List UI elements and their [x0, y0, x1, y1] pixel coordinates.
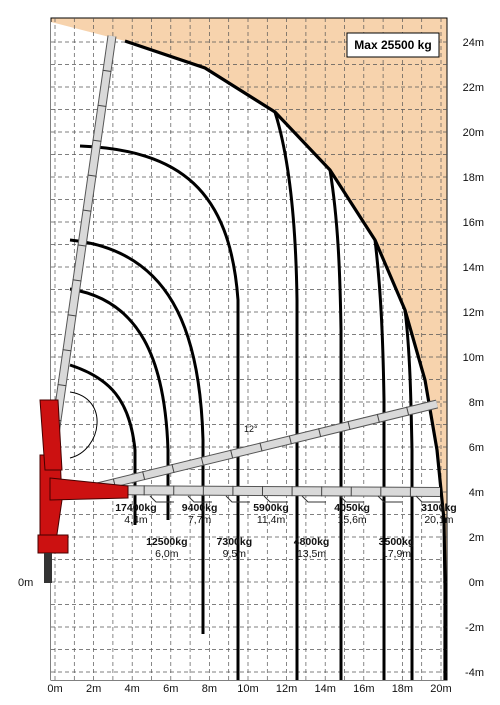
crane-base	[38, 535, 68, 553]
y-tick-label: 6m	[469, 442, 484, 454]
load-label: 4050kg	[334, 502, 370, 514]
crane-pedestal	[44, 553, 52, 583]
reach-label: 9,5m	[223, 548, 247, 560]
reach-label: 13,5m	[297, 548, 326, 560]
angle-label: 12°	[244, 424, 258, 434]
reach-label: 6,0m	[155, 548, 179, 560]
y-tick-label: 16m	[463, 217, 484, 229]
reach-label: 15,6m	[337, 514, 366, 526]
y-tick-label: 20m	[463, 127, 484, 139]
left-zero-label: 0m	[18, 577, 33, 589]
load-label: 5900kg	[253, 502, 289, 514]
y-tick-label: 10m	[463, 352, 484, 364]
load-label: 7300kg	[217, 536, 253, 548]
y-tick-label: 4m	[469, 487, 484, 499]
x-tick-label: 4m	[125, 683, 140, 695]
x-tick-label: 18m	[392, 683, 413, 695]
x-tick-label: 10m	[237, 683, 258, 695]
load-label: 3500kg	[379, 536, 415, 548]
y-tick-label: -4m	[465, 667, 484, 679]
y-tick-label: 0m	[469, 577, 484, 589]
reach-label: 7,7m	[188, 514, 212, 526]
x-tick-label: 0m	[47, 683, 62, 695]
x-tick-label: 6m	[163, 683, 178, 695]
reach-label: 11,4m	[257, 514, 286, 526]
x-tick-label: 20m	[430, 683, 451, 695]
chart-title: Max 25500 kg	[354, 38, 431, 52]
y-tick-label: 12m	[463, 307, 484, 319]
x-tick-label: 2m	[86, 683, 101, 695]
load-label: 12500kg	[146, 536, 187, 548]
reach-label: 17,9m	[382, 548, 411, 560]
load-label: 17400kg	[115, 502, 156, 514]
load-label: 3100kg	[421, 502, 457, 514]
x-tick-label: 8m	[202, 683, 217, 695]
y-tick-label: 8m	[469, 397, 484, 409]
reach-label: 20,1m	[424, 514, 453, 526]
reach-label: 4,4m	[124, 514, 148, 526]
x-tick-label: 16m	[353, 683, 374, 695]
y-tick-label: 24m	[463, 37, 484, 49]
y-tick-label: 22m	[463, 82, 484, 94]
x-tick-label: 12m	[276, 683, 297, 695]
y-tick-label: -2m	[465, 622, 484, 634]
y-tick-label: 14m	[463, 262, 484, 274]
x-tick-label: 14m	[314, 683, 335, 695]
load-label: 4800kg	[294, 536, 330, 548]
y-tick-label: 2m	[469, 532, 484, 544]
y-tick-label: 18m	[463, 172, 484, 184]
load-label: 9400kg	[182, 502, 218, 514]
